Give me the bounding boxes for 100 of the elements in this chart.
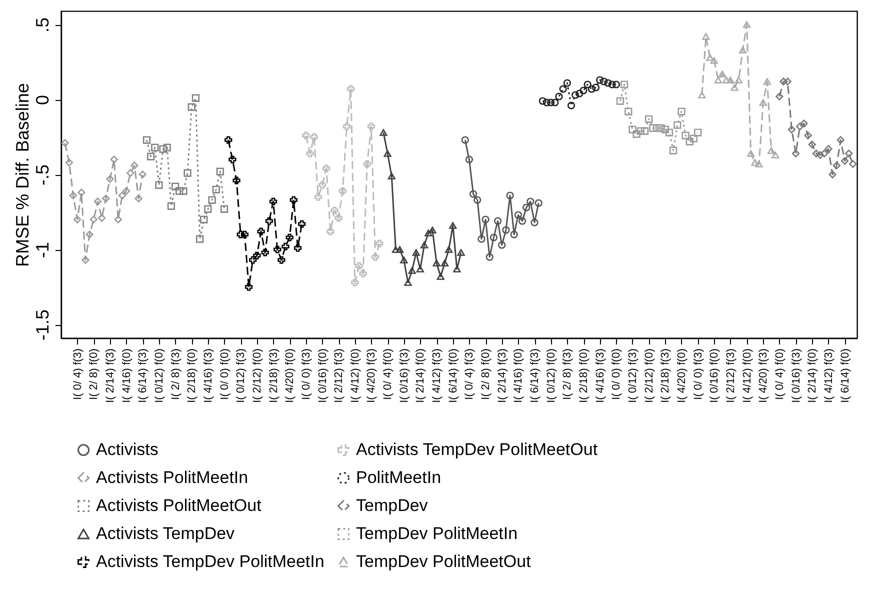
point (404, 279, 412, 286)
point (134, 194, 142, 202)
point (690, 134, 698, 142)
point (192, 94, 200, 102)
point (380, 129, 388, 136)
point (620, 80, 628, 88)
point (428, 226, 436, 234)
x-tick-label: I( 2/12) f(0) (643, 348, 656, 403)
point (490, 234, 498, 242)
point (674, 121, 682, 129)
point (126, 169, 134, 177)
point (828, 170, 836, 178)
legend-label: Activists PolitMeetOut (96, 496, 262, 515)
point (742, 21, 751, 28)
point (730, 84, 738, 91)
point (547, 98, 555, 106)
point (396, 246, 404, 253)
point (808, 140, 816, 148)
point (572, 91, 580, 99)
x-tick-label: I( 2/14) f(0) (806, 348, 819, 403)
point (408, 267, 416, 274)
point (649, 124, 657, 132)
point (314, 193, 322, 201)
x-tick-label: I( 6/14) f(3) (137, 348, 150, 403)
point (163, 144, 171, 152)
point (755, 160, 763, 168)
point (482, 216, 490, 224)
point (114, 216, 122, 224)
point (538, 97, 546, 105)
point (824, 145, 832, 153)
point (474, 196, 482, 204)
point (453, 266, 461, 272)
x-tick-label: I( 2/ 8) f(0) (88, 348, 100, 400)
point (772, 152, 780, 158)
point (714, 76, 722, 84)
point (347, 85, 355, 93)
x-tick-label: I( 0/16) f(3) (790, 348, 802, 403)
point (351, 278, 359, 286)
legend-label: Activists PolitMeetIn (96, 468, 248, 487)
x-tick-label: I( 0/12) f(3) (626, 348, 639, 403)
x-tick-label: I( 2/ 8) f(3) (562, 348, 574, 400)
point (176, 187, 184, 195)
y-tick-label: 0 (32, 94, 52, 106)
point (776, 92, 784, 100)
point (580, 86, 588, 94)
point (444, 246, 453, 253)
point (212, 186, 220, 194)
x-tick-label: I( 4/16) f(3) (202, 348, 214, 403)
x-tick-label: I( 2/14) f(3) (496, 348, 508, 403)
point (486, 253, 494, 261)
x-tick-label: I( 0/ 4) f(0) (774, 348, 786, 400)
x-tick-label: I( 0/ 4) f(3) (464, 348, 476, 400)
legend-label: Activists TempDev (96, 524, 236, 543)
point (722, 76, 730, 84)
point (734, 76, 742, 84)
point (424, 230, 432, 236)
point (372, 253, 380, 261)
point (326, 228, 334, 236)
point (767, 147, 776, 154)
point (559, 85, 567, 93)
x-tick-label: I( 4/20) f(3) (366, 348, 378, 403)
point (180, 187, 188, 195)
point (780, 78, 788, 86)
point (142, 136, 151, 144)
x-tick-label: I( 0/16) f(0) (708, 348, 721, 403)
point (282, 242, 290, 250)
point (200, 216, 208, 224)
point (118, 192, 126, 200)
point (612, 80, 620, 88)
point (236, 230, 244, 238)
x-tick-label: I( 2/12) f(3) (333, 348, 346, 403)
point (563, 79, 571, 87)
point (159, 145, 167, 153)
point (130, 162, 138, 170)
point (800, 120, 808, 128)
point (706, 54, 714, 61)
point (306, 150, 314, 158)
point (61, 139, 69, 147)
point (555, 92, 563, 100)
x-tick-label: I( 4/20) f(0) (676, 348, 688, 403)
point (738, 46, 747, 54)
legend-label: PolitMeetIn (356, 468, 442, 487)
point (363, 160, 371, 168)
point (392, 246, 400, 253)
point (576, 90, 584, 98)
y-tick-label: -1 (32, 242, 52, 258)
point (640, 127, 649, 135)
point (65, 158, 73, 166)
point (146, 152, 155, 160)
legend-label: Activists (96, 440, 158, 459)
point (232, 176, 240, 184)
point (840, 157, 849, 165)
point (367, 122, 376, 130)
legend-label: TempDev PolitMeetIn (356, 524, 518, 543)
point (412, 249, 420, 256)
point (388, 172, 396, 180)
point (506, 192, 514, 200)
y-tick-label: -1.5 (32, 309, 52, 341)
point (616, 97, 624, 105)
point (82, 256, 90, 264)
